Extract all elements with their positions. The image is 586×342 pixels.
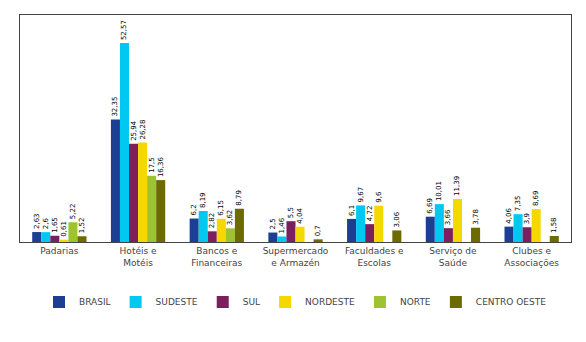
svg-text:1,46: 1,46 [278, 217, 286, 233]
svg-text:52,57: 52,57 [120, 20, 128, 40]
svg-text:9,6: 9,6 [375, 191, 383, 203]
svg-text:5,22: 5,22 [69, 204, 77, 220]
svg-text:11,39: 11,39 [453, 176, 461, 196]
svg-text:6,69: 6,69 [426, 198, 434, 214]
svg-text:BRASIL: BRASIL [79, 297, 111, 307]
svg-text:32,35: 32,35 [111, 97, 119, 117]
svg-text:2,82: 2,82 [208, 213, 216, 229]
svg-text:3,06: 3,06 [393, 211, 401, 227]
svg-text:17,5: 17,5 [148, 157, 156, 173]
svg-text:2,6: 2,6 [42, 217, 50, 229]
svg-text:8,79: 8,79 [235, 190, 243, 206]
svg-text:Clubes eAssociações: Clubes eAssociações [504, 246, 559, 268]
svg-text:SUL: SUL [243, 297, 260, 307]
svg-text:25,94: 25,94 [130, 120, 138, 141]
svg-text:6,1: 6,1 [348, 205, 356, 216]
svg-text:0,7: 0,7 [314, 225, 322, 236]
svg-text:1,65: 1,65 [51, 217, 59, 233]
svg-text:4,04: 4,04 [296, 208, 304, 224]
svg-text:4,72: 4,72 [366, 206, 374, 222]
svg-text:2,63: 2,63 [33, 213, 41, 229]
svg-text:Hotéis eMotéis: Hotéis eMotéis [120, 246, 157, 268]
svg-text:Padarias: Padarias [40, 246, 78, 256]
svg-text:9,67: 9,67 [357, 187, 365, 203]
svg-text:Bancos eFinanceiras: Bancos eFinanceiras [191, 246, 242, 268]
svg-text:6,15: 6,15 [217, 200, 225, 216]
svg-text:5,5: 5,5 [287, 207, 295, 218]
svg-text:10,01: 10,01 [435, 181, 443, 201]
svg-text:Supermercadoe Armazén: Supermercadoe Armazén [263, 246, 329, 268]
svg-text:3,9: 3,9 [523, 213, 531, 224]
svg-text:3,78: 3,78 [472, 209, 480, 225]
svg-text:16,36: 16,36 [157, 157, 165, 178]
svg-text:0,61: 0,61 [60, 221, 68, 237]
svg-text:1,58: 1,58 [550, 217, 558, 233]
svg-text:NORDESTE: NORDESTE [305, 297, 355, 307]
svg-text:6,2: 6,2 [190, 204, 198, 215]
svg-text:2,5: 2,5 [269, 218, 277, 229]
svg-text:7,35: 7,35 [514, 196, 522, 212]
svg-text:NORTE: NORTE [400, 297, 431, 307]
svg-text:Serviço deSaúde: Serviço deSaúde [429, 246, 477, 268]
svg-text:26,28: 26,28 [139, 120, 147, 140]
svg-text:4,06: 4,06 [505, 208, 513, 224]
svg-text:1,52: 1,52 [78, 218, 86, 234]
svg-text:3,66: 3,66 [444, 209, 452, 225]
svg-text:8,19: 8,19 [199, 192, 207, 208]
svg-text:SUDESTE: SUDESTE [156, 297, 198, 307]
svg-text:3,62: 3,62 [226, 210, 234, 226]
svg-text:CENTRO OESTE: CENTRO OESTE [476, 297, 546, 307]
svg-text:Faculdades eEscolas: Faculdades eEscolas [345, 246, 404, 268]
svg-text:8,69: 8,69 [532, 191, 540, 207]
